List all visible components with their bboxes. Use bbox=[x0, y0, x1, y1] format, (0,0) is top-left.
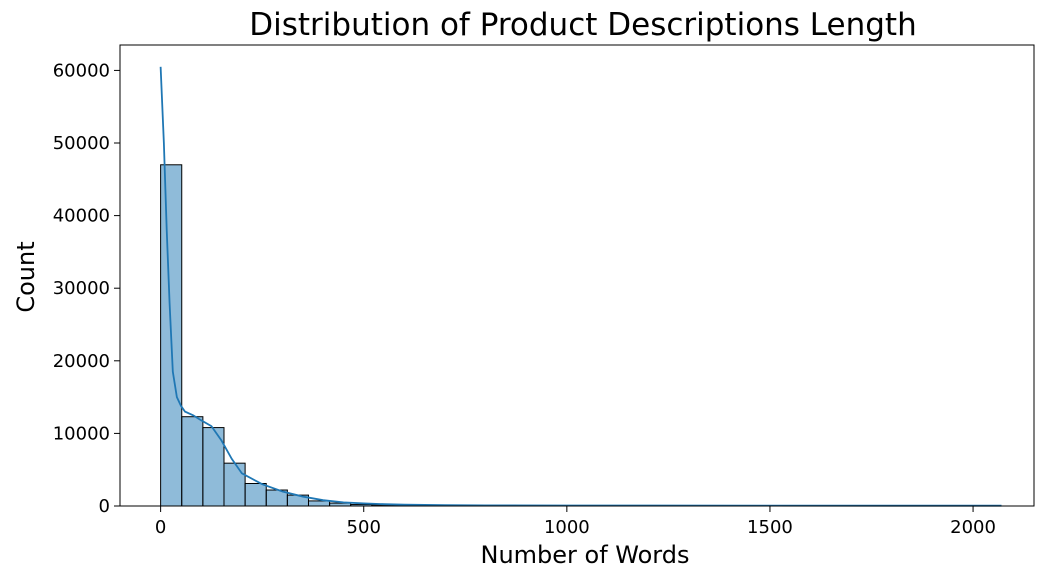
x-tick-label: 1000 bbox=[544, 517, 590, 538]
y-axis-label: Count bbox=[12, 241, 40, 312]
y-tick-label: 50000 bbox=[53, 133, 110, 154]
x-tick-label: 0 bbox=[155, 517, 166, 538]
histogram-bar bbox=[223, 462, 246, 507]
x-tick-label: 1500 bbox=[747, 517, 793, 538]
x-tick-label: 500 bbox=[347, 517, 381, 538]
x-axis-label: Number of Words bbox=[481, 541, 690, 569]
histogram-bar bbox=[181, 416, 204, 507]
y-tick-label: 40000 bbox=[53, 206, 110, 227]
kde-curve bbox=[159, 66, 1002, 507]
y-tick-label: 20000 bbox=[53, 351, 110, 372]
y-tick-label: 10000 bbox=[53, 423, 110, 444]
y-tick-label: 30000 bbox=[53, 278, 110, 299]
histogram-bars bbox=[160, 164, 415, 507]
y-axis-ticks: 0 10000 20000 30000 40000 50000 60000 bbox=[53, 60, 120, 517]
y-tick-label: 0 bbox=[99, 496, 110, 517]
x-axis-ticks: 0 500 1000 1500 2000 bbox=[155, 506, 996, 538]
chart-title: Distribution of Product Descriptions Len… bbox=[249, 7, 916, 43]
x-tick-label: 2000 bbox=[950, 517, 996, 538]
histogram-bar bbox=[244, 482, 267, 507]
y-tick-label: 60000 bbox=[53, 60, 110, 81]
histogram-bar bbox=[307, 500, 331, 507]
plot-area-frame bbox=[119, 44, 1035, 507]
